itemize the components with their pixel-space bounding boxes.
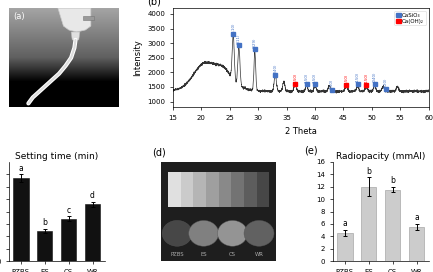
X-axis label: 2 Theta: 2 Theta [285,126,317,135]
Text: c: c [67,206,71,215]
Circle shape [162,220,192,246]
Text: (011): (011) [237,34,241,44]
Text: b: b [366,166,371,175]
Bar [337,233,352,261]
Text: (150): (150) [364,73,368,84]
Bar [13,178,29,261]
Text: (150): (150) [313,73,317,83]
Y-axis label: Intensity: Intensity [133,39,142,76]
Circle shape [244,220,274,246]
Bar [385,190,401,261]
Polygon shape [83,16,94,20]
Bar [193,172,206,206]
Title: Setting time (min): Setting time (min) [15,152,98,161]
Text: PZBS: PZBS [170,252,184,257]
Polygon shape [58,8,91,32]
Bar [181,172,193,206]
Text: b: b [390,177,395,186]
Bar [231,172,244,206]
Bar [37,231,52,261]
FancyBboxPatch shape [155,157,282,266]
Bar [61,219,76,261]
Text: a: a [19,164,23,173]
Text: WR: WR [255,252,263,257]
Text: (020): (020) [384,78,388,88]
Bar [409,227,424,261]
Text: a: a [414,213,419,222]
Text: d: d [90,191,95,200]
Text: (150): (150) [304,73,309,83]
Text: (040): (040) [373,72,377,82]
Text: CS: CS [229,252,236,257]
Bar [219,172,231,206]
Text: (a): (a) [13,12,25,21]
Text: (029): (029) [253,38,257,48]
Text: (150): (150) [344,74,348,84]
Title: Radiopacity (mmAl): Radiopacity (mmAl) [336,152,425,161]
Bar [168,172,181,206]
Circle shape [217,220,248,246]
Text: (b): (b) [148,0,162,6]
Text: (110): (110) [231,22,235,33]
Text: (150): (150) [330,79,334,89]
Polygon shape [71,32,80,40]
Text: (e): (e) [304,146,317,156]
Text: (040): (040) [273,63,277,74]
Text: (d): (d) [152,148,165,158]
Bar [206,172,219,206]
Bar [257,172,269,206]
Text: a: a [343,219,347,228]
Bar [85,204,100,261]
Text: ES: ES [200,252,207,257]
Text: (150): (150) [293,73,297,83]
Legend: CaSiO₃, Ca(OH)₂: CaSiO₃, Ca(OH)₂ [394,11,426,25]
Bar [244,172,257,206]
Circle shape [189,220,219,246]
Text: (150): (150) [355,72,360,82]
Text: b: b [42,218,47,227]
Bar [361,187,376,261]
